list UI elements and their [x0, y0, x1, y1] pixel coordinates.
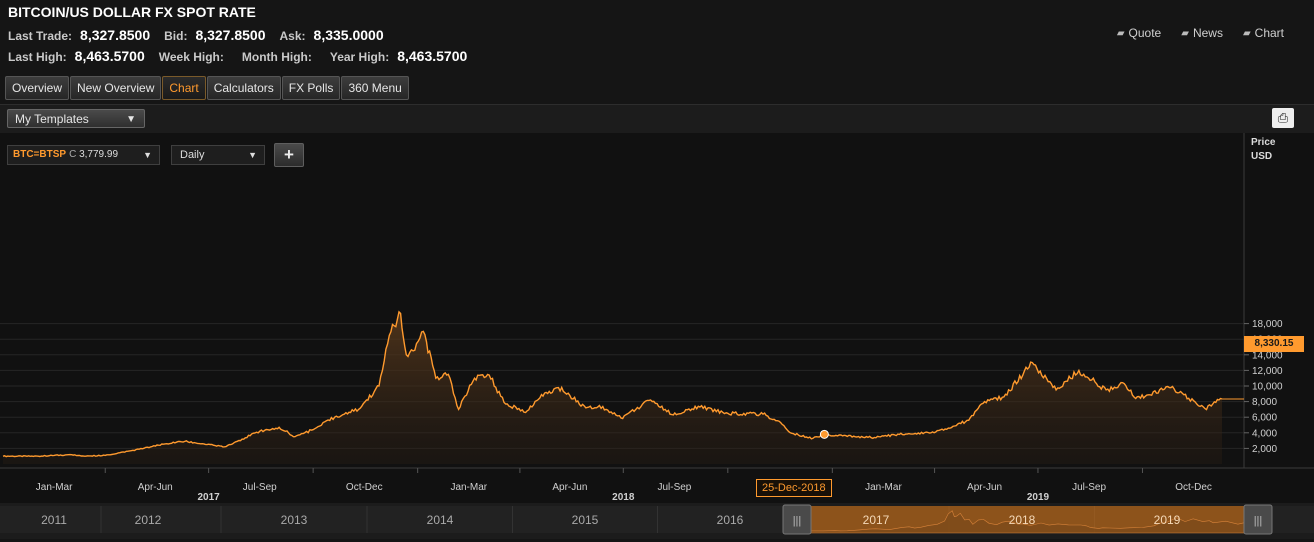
navigator-year-label: 2013	[281, 513, 308, 527]
price-axis-label: Price	[1251, 137, 1276, 148]
chart-link[interactable]: ▰ Chart	[1243, 26, 1284, 40]
y-tick-label: 8,000	[1252, 397, 1277, 408]
last-high-value: 8,463.5700	[74, 48, 145, 64]
navigator-year-label: 2015	[572, 513, 599, 527]
last-high-label: Last High:	[8, 50, 67, 64]
top-links: ▰ Quote ▰ News ▰ Chart	[1117, 26, 1284, 40]
navigator-year-label: 2014	[427, 513, 454, 527]
tab-new-overview[interactable]: New Overview	[70, 76, 162, 100]
y-tick-label: 2,000	[1252, 444, 1277, 455]
x-period-label: Jul-Sep	[243, 482, 277, 493]
chart-toolbar: My Templates ▼ ⎙	[0, 104, 1314, 134]
add-symbol-button[interactable]: +	[274, 143, 304, 167]
navigator-year-label: 2011	[41, 513, 67, 527]
quote-row-2: Last High: 8,463.5700 Week High: Month High…	[8, 48, 481, 64]
tab-chart[interactable]: Chart	[162, 76, 206, 100]
x-period-label: Oct-Dec	[1175, 482, 1212, 493]
x-period-label: Jan-Mar	[865, 482, 902, 493]
print-button[interactable]: ⎙	[1272, 108, 1294, 128]
x-period-label: Apr-Jun	[967, 482, 1002, 493]
week-high-label: Week High:	[158, 50, 224, 64]
legend-value: 3,779.99	[79, 149, 119, 160]
ask-value: 8,335.0000	[313, 27, 384, 43]
interval-label: Daily	[180, 149, 205, 161]
chart-link-label: Chart	[1254, 26, 1284, 40]
grip-icon: |||	[1254, 515, 1263, 527]
ask-label: Ask:	[279, 29, 306, 43]
month-high-label: Month High:	[241, 50, 312, 64]
x-period-label: Jan-Mar	[36, 482, 73, 493]
tab-calculators[interactable]: Calculators	[206, 76, 281, 100]
news-icon: ▰	[1181, 27, 1189, 39]
navigator-mini-line	[810, 510, 1245, 534]
news-link-label: News	[1192, 26, 1223, 40]
tab-bar: Overview New Overview Chart Calculators …	[5, 76, 409, 100]
last-trade-label: Last Trade:	[8, 29, 73, 43]
chart-icon: ▰	[1242, 27, 1251, 39]
close-prefix: C	[69, 149, 77, 160]
cursor-marker	[819, 429, 829, 439]
y-tick-label: 14,000	[1252, 350, 1283, 361]
x-period-label: Jul-Sep	[657, 482, 691, 493]
x-period-label: Apr-Jun	[552, 482, 587, 493]
cursor-date-label: 25-Dec-2018	[756, 479, 832, 497]
navigator-year-label: 2017	[863, 513, 890, 527]
tab-360-menu[interactable]: 360 Menu	[341, 76, 409, 100]
price-axis-title: Price USD	[1251, 136, 1275, 164]
quote-link-label: Quote	[1128, 26, 1162, 40]
year-high-label: Year High:	[329, 50, 390, 64]
x-period-label: Oct-Dec	[346, 482, 383, 493]
templates-dropdown[interactable]: My Templates ▼	[7, 109, 145, 128]
symbol-selector[interactable]: BTC=BTSP C 3,779.99 ▼	[7, 145, 160, 165]
navigator-year-label: 2018	[1009, 513, 1036, 527]
navigator-left-handle[interactable]	[782, 504, 812, 535]
tab-overview[interactable]: Overview	[5, 76, 70, 100]
year-high-value: 8,463.5700	[397, 48, 468, 64]
price-area-fill	[3, 311, 1222, 464]
chevron-down-icon: ▼	[143, 150, 152, 160]
quote-link[interactable]: ▰ Quote	[1117, 26, 1161, 40]
templates-label: My Templates	[15, 112, 89, 126]
y-tick-label: 4,000	[1252, 428, 1277, 439]
y-tick-label: 12,000	[1252, 366, 1283, 377]
chart-area[interactable]: 2,0004,0006,0008,00010,00012,00014,00016…	[0, 133, 1314, 503]
last-price-badge: 8,330.15	[1244, 336, 1304, 352]
tab-fx-polls[interactable]: FX Polls	[281, 76, 341, 100]
print-icon: ⎙	[1277, 110, 1289, 125]
x-year-label: 2018	[612, 492, 635, 503]
price-chart[interactable]: 2,0004,0006,0008,00010,00012,00014,00016…	[0, 133, 1314, 503]
navigator-year-label: 2016	[717, 513, 744, 527]
last-trade-value: 8,327.8500	[80, 27, 151, 43]
quote-icon: ▰	[1116, 27, 1125, 39]
chevron-down-icon: ▼	[126, 114, 136, 125]
symbol-code: BTC=BTSP	[13, 149, 67, 160]
interval-dropdown[interactable]: Daily ▼	[171, 145, 265, 165]
y-tick-label: 6,000	[1252, 413, 1277, 424]
y-tick-label: 18,000	[1252, 319, 1283, 330]
x-period-label: Jul-Sep	[1072, 482, 1106, 493]
currency-label: USD	[1251, 151, 1273, 162]
news-link[interactable]: ▰ News	[1181, 26, 1223, 40]
time-navigator[interactable]: 2011 2012 2013 2014 2015 2016 2017 2018 2019 ||…	[0, 503, 1314, 539]
y-tick-label: 10,000	[1252, 382, 1283, 393]
page-title: BITCOIN/US DOLLAR FX SPOT RATE	[8, 4, 256, 20]
bid-label: Bid:	[164, 29, 188, 43]
navigator-year-label: 2012	[135, 513, 162, 527]
bid-value: 8,327.8500	[195, 27, 266, 43]
x-period-label: Jan-Mar	[450, 482, 487, 493]
quote-row-1: Last Trade: 8,327.8500 Bid: 8,327.8500 Ask: 8…	[8, 27, 398, 43]
chevron-down-icon: ▼	[248, 150, 257, 160]
price-line	[2, 310, 1223, 458]
x-period-label: Apr-Jun	[138, 482, 173, 493]
navigator-track[interactable]: 2011 2012 2013 2014 2015 2016 2017 2018 2019 ||…	[0, 503, 1314, 539]
grip-icon: |||	[793, 515, 802, 527]
x-year-label: 2019	[1027, 492, 1050, 503]
navigator-right-handle[interactable]	[1243, 504, 1273, 535]
navigator-year-label: 2019	[1154, 513, 1181, 527]
x-year-label: 2017	[198, 492, 221, 503]
